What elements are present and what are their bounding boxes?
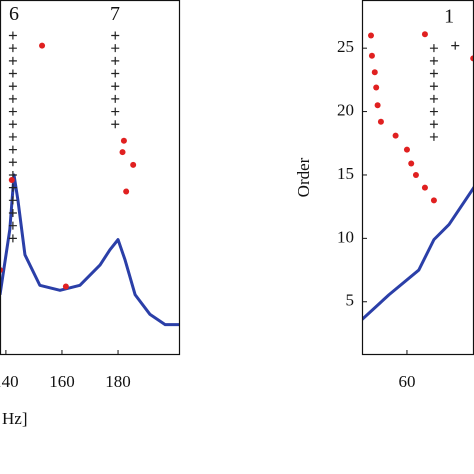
- dot-marker: [430, 197, 437, 204]
- dot-marker: [412, 171, 419, 178]
- plus-marker: [429, 132, 438, 141]
- plus-marker: [8, 107, 17, 116]
- spectrum-line: [0, 173, 180, 327]
- dot-marker: [373, 84, 380, 91]
- dot-marker: [123, 188, 130, 195]
- plus-marker: [429, 82, 438, 91]
- mode-annotation: 7: [110, 3, 120, 25]
- dot-marker: [392, 132, 399, 139]
- x-tick-label: 140: [0, 372, 19, 391]
- plot-area: [0, 31, 180, 327]
- y-axis-label: Order: [294, 157, 313, 197]
- dot-marker: [39, 42, 46, 49]
- mode-annotation: 6: [9, 3, 19, 25]
- plus-marker: [111, 44, 120, 53]
- spectrum-line: [362, 184, 474, 321]
- plus-marker: [111, 120, 120, 129]
- dot-marker: [119, 149, 126, 156]
- x-tick-label: 60: [398, 372, 415, 391]
- plus-marker: [8, 44, 17, 53]
- y-tick-label: 10: [337, 227, 354, 246]
- dot-marker: [62, 283, 69, 290]
- dot-marker: [371, 69, 378, 76]
- plus-marker: [8, 234, 17, 243]
- dot-marker: [120, 137, 127, 144]
- plus-marker: [8, 132, 17, 141]
- dot-marker: [408, 160, 415, 167]
- x-axis-label: Hz]: [2, 409, 27, 428]
- dot-marker: [403, 146, 410, 153]
- plus-marker: [8, 196, 17, 205]
- y-tick-label: 15: [337, 164, 354, 183]
- dot-marker: [421, 31, 428, 38]
- dot-marker: [374, 102, 381, 109]
- axes-frame: [361, 0, 474, 356]
- plus-marker: [8, 69, 17, 78]
- plus-marker: [429, 94, 438, 103]
- plus-marker: [429, 107, 438, 116]
- plus-marker: [429, 44, 438, 53]
- plus-marker: [8, 94, 17, 103]
- plus-marker: [8, 82, 17, 91]
- dot-marker: [367, 32, 374, 39]
- mode-annotation: 1: [444, 5, 454, 27]
- plus-marker: [111, 94, 120, 103]
- plus-marker: [8, 56, 17, 65]
- plus-marker: [8, 158, 17, 167]
- x-tick-label: 180: [105, 372, 131, 391]
- dot-marker: [130, 161, 137, 168]
- plus-marker: [429, 69, 438, 78]
- y-tick-label: 25: [337, 37, 354, 56]
- dot-marker: [368, 52, 375, 59]
- y-tick-label: 20: [337, 100, 354, 119]
- plus-marker: [451, 41, 460, 50]
- plus-marker: [111, 56, 120, 65]
- plus-marker: [429, 56, 438, 65]
- plus-marker: [111, 107, 120, 116]
- plus-marker: [8, 120, 17, 129]
- plus-marker: [429, 120, 438, 129]
- plus-marker: [8, 183, 17, 192]
- plus-marker: [111, 69, 120, 78]
- plus-marker: [8, 31, 17, 40]
- plus-marker: [111, 31, 120, 40]
- dot-marker: [8, 177, 15, 184]
- y-tick-label: 5: [346, 291, 355, 310]
- plus-marker: [8, 221, 17, 230]
- dot-marker: [421, 184, 428, 191]
- dot-marker: [377, 118, 384, 125]
- x-tick-label: 160: [49, 372, 75, 391]
- axes-frame: [0, 0, 181, 356]
- plus-marker: [111, 82, 120, 91]
- plot-area: [362, 31, 474, 321]
- plus-marker: [8, 209, 17, 217]
- plus-marker: [8, 145, 17, 154]
